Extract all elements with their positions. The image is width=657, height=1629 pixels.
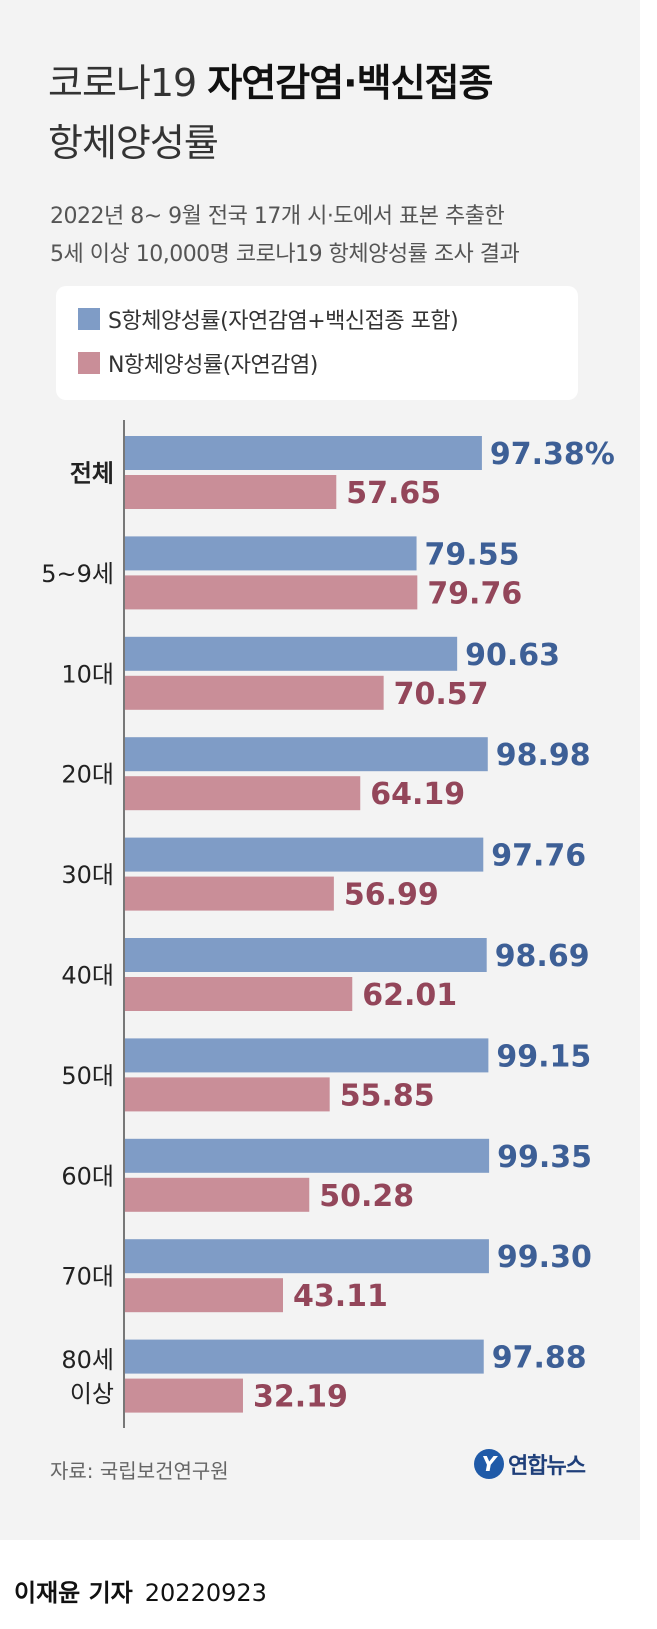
category-label: 전체 (70, 460, 114, 488)
s-value-label: 97.76 (491, 839, 586, 874)
category-label: 80세 (61, 1346, 114, 1374)
n-value-label: 32.19 (253, 1380, 348, 1415)
source-note: 자료: 국립보건연구원 (50, 1459, 229, 1483)
n-value-label: 56.99 (344, 878, 439, 913)
s-value-label: 98.98 (496, 738, 591, 773)
legend-label-n: N항체양성률(자연감염) (108, 353, 318, 378)
legend-item-n: N항체양성률(자연감염) (78, 348, 318, 378)
legend-swatch-n (78, 352, 100, 374)
n-value-label: 64.19 (370, 777, 465, 812)
category-label: 10대 (61, 660, 114, 688)
s-bar (125, 1038, 489, 1073)
byline-date: 20220923 (144, 1579, 267, 1607)
s-bar (125, 938, 487, 972)
title-bold: 자연감염·백신접종 (207, 61, 493, 105)
s-bar (125, 636, 458, 671)
n-bar (125, 675, 384, 710)
title-light: 코로나19 (48, 61, 208, 105)
n-bar (125, 575, 418, 610)
bar-chart: 전체 97.38% 57.65 5~9세 79.55 79.76 10대 90.63 70.57… (41, 420, 615, 1428)
category-label: 70대 (61, 1263, 114, 1291)
chart-title-line1: 코로나19 자연감염·백신접종 (48, 52, 493, 107)
s-value-label: 98.69 (495, 939, 590, 974)
s-bar (125, 737, 488, 772)
s-value-label: 90.63 (465, 638, 560, 673)
category-label: 40대 (61, 962, 114, 990)
category-label: 50대 (61, 1062, 114, 1090)
n-value-label: 43.11 (293, 1279, 388, 1314)
category-label: 20대 (61, 761, 114, 789)
legend-swatch-s (78, 308, 100, 330)
n-value-label: 55.85 (340, 1078, 435, 1113)
s-bar (125, 536, 417, 571)
s-bar (125, 1339, 484, 1374)
s-bar (125, 837, 484, 872)
category-label: 60대 (61, 1162, 114, 1190)
legend-item-s: S항체양성률(자연감염+백신접종 포함) (78, 304, 459, 334)
subtitle-line1: 2022년 8~ 9월 전국 17개 시·도에서 표본 추출한 (50, 204, 505, 229)
n-value-label: 70.57 (394, 677, 489, 712)
s-value-label: 97.88 (492, 1341, 587, 1376)
n-value-label: 62.01 (362, 978, 457, 1013)
byline: 이재윤 기자 20220923 (14, 1573, 267, 1608)
category-label: 30대 (61, 861, 114, 889)
infographic-panel: 코로나19 자연감염·백신접종 항체양성률 2022년 8~ 9월 전국 17개… (0, 0, 640, 1540)
category-label: 이상 (70, 1380, 114, 1408)
legend: S항체양성률(자연감염+백신접종 포함) N항체양성률(자연감염) (56, 286, 578, 400)
s-value-label: 99.30 (497, 1240, 592, 1275)
n-bar (125, 1278, 283, 1313)
n-bar (125, 1077, 330, 1112)
s-value-label: 99.35 (497, 1140, 592, 1175)
n-value-label: 50.28 (319, 1179, 414, 1214)
subtitle-line2: 5세 이상 10,000명 코로나19 항체양성률 조사 결과 (50, 242, 520, 267)
n-bar (125, 876, 334, 911)
category-label: 5~9세 (41, 560, 114, 588)
n-bar (125, 776, 361, 811)
yonhap-logo: Y 연합뉴스 (474, 1448, 586, 1480)
byline-name: 이재윤 기자 (14, 1579, 133, 1607)
s-bar (125, 436, 482, 470)
n-bar (125, 977, 353, 1011)
s-value-label: 97.38% (490, 437, 615, 472)
n-bar (125, 475, 337, 509)
s-bar (125, 1138, 490, 1173)
legend-label-s: S항체양성률(자연감염+백신접종 포함) (108, 309, 459, 334)
n-value-label: 79.76 (427, 576, 522, 611)
n-bar (125, 1177, 310, 1212)
chart-title-line2: 항체양성률 (48, 121, 219, 165)
s-value-label: 99.15 (496, 1039, 591, 1074)
s-bar (125, 1239, 489, 1274)
logo-text: 연합뉴스 (508, 1454, 586, 1479)
logo-mark-icon: Y (474, 1449, 504, 1479)
n-value-label: 57.65 (346, 476, 441, 511)
s-value-label: 79.55 (425, 537, 520, 572)
n-bar (125, 1378, 243, 1413)
